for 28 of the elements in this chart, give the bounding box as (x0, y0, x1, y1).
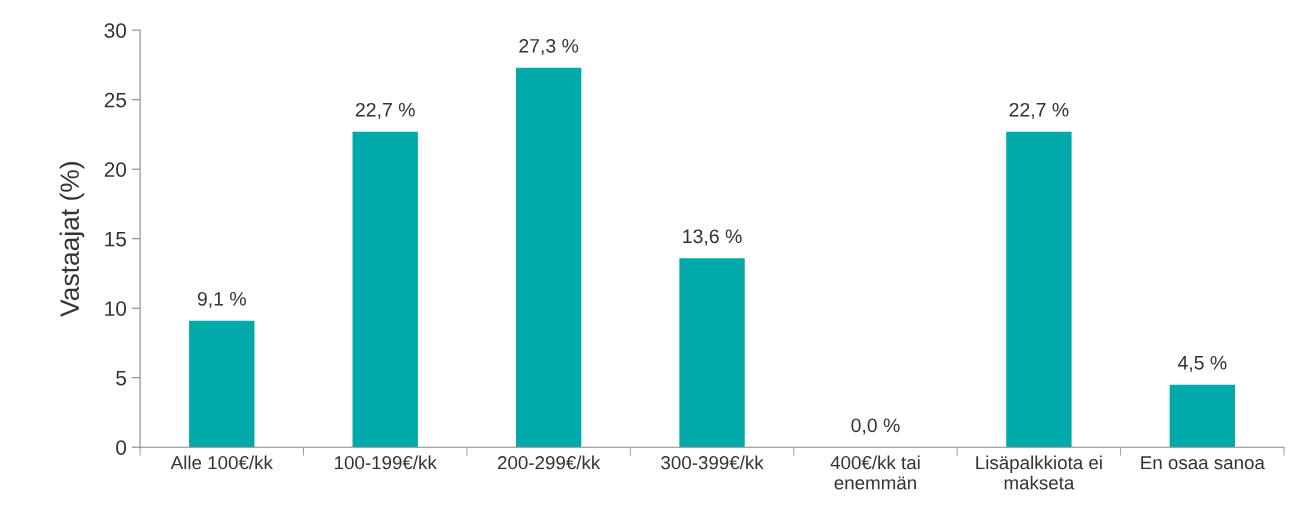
data-label: 9,1 % (197, 291, 246, 309)
x-tick-label: 100-199€/kk (335, 455, 437, 470)
x-tick-label: 300-399€/kk (661, 455, 764, 470)
y-axis-title: Vastaajat (%) (59, 162, 85, 317)
bar (679, 258, 745, 448)
bar (189, 320, 255, 448)
y-tick-label: 5 (116, 370, 127, 386)
data-label: 27,3 % (519, 38, 579, 56)
data-label: 22,7 % (1009, 102, 1069, 119)
data-label: 22,7 % (355, 102, 415, 119)
bar (1006, 131, 1072, 448)
x-tick-label: En osaa sanoa (1141, 456, 1265, 470)
bar (352, 131, 418, 448)
data-label: 4,5 % (1177, 356, 1227, 372)
data-label: 0,0 % (851, 418, 900, 435)
y-tick-label: 25 (104, 92, 127, 108)
x-tick-label: 400€/kk tai enemmän (830, 455, 920, 490)
x-tick-label: Lisäpalkkiota ei makseta (976, 455, 1102, 490)
data-label: 13,6 % (683, 229, 742, 246)
bar (1169, 384, 1235, 448)
y-tick-label: 0 (116, 440, 127, 455)
x-tick-label: 200-299€/kk (497, 455, 601, 470)
y-tick-label: 30 (104, 23, 127, 38)
y-tick-label: 15 (105, 231, 127, 247)
x-tick-label: Alle 100€/kk (170, 455, 273, 470)
bar (515, 67, 582, 448)
y-tick-label: 20 (104, 162, 127, 177)
y-tick-label: 10 (105, 301, 127, 316)
